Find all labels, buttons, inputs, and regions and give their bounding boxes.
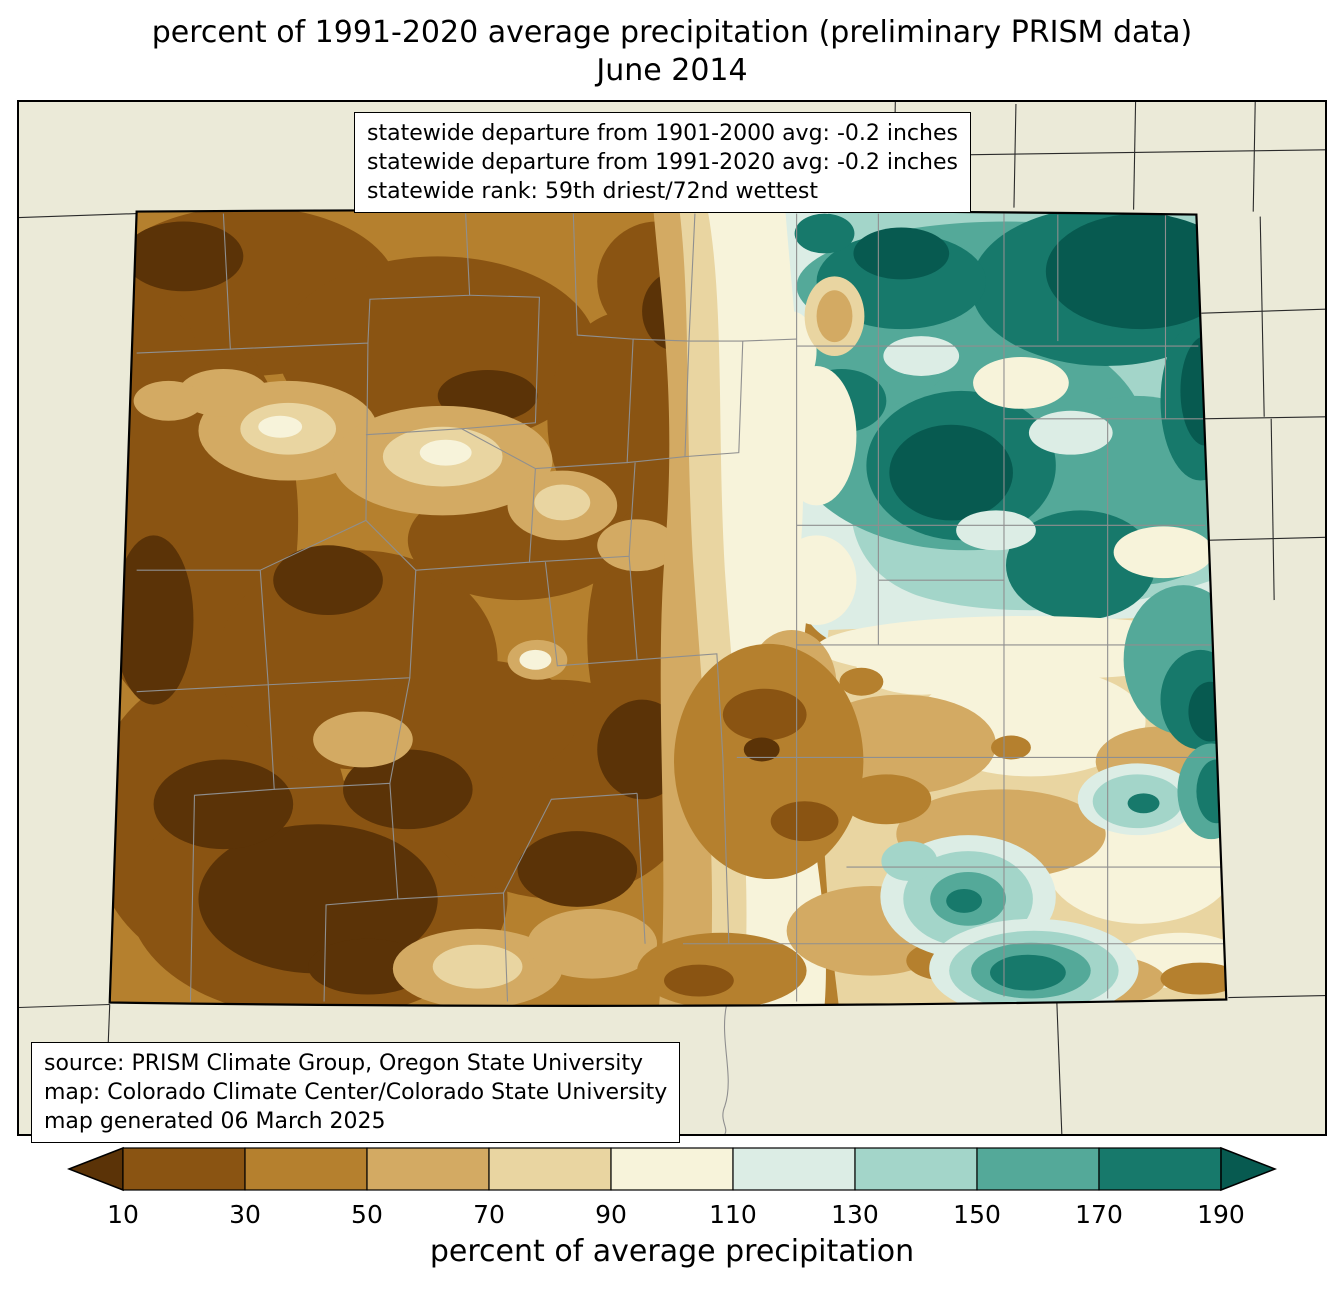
colorbar-tick: 170: [1075, 1200, 1123, 1229]
map-generated-line: map generated 06 March 2025: [44, 1109, 386, 1134]
colorbar-tick: 90: [595, 1200, 627, 1229]
colorado-precipitation-map: [19, 102, 1325, 1134]
colorbar-ticks: 10 30 50 70 90 110 130 150 170 190: [67, 1196, 1277, 1229]
stats-departure-1901: statewide departure from 1901-2000 avg: …: [367, 121, 958, 146]
colorbar-tick: 10: [107, 1200, 139, 1229]
colorbar-axis-label: percent of average precipitation: [429, 1234, 915, 1269]
colorbar-tick: 150: [953, 1200, 1001, 1229]
stats-departure-1991: statewide departure from 1991-2020 avg: …: [367, 150, 958, 175]
se-dark-spot: [770, 801, 839, 842]
colorbar: 10 30 50 70 90 110 130 150 170 190 perce…: [66, 1146, 1278, 1269]
bottom-center-dark: [664, 964, 734, 997]
map-frame: statewide departure from 1901-2000 avg: …: [17, 100, 1327, 1143]
colorbar-tick: 70: [473, 1200, 505, 1229]
se-dark-spot: [722, 688, 807, 741]
page-title: percent of 1991-2020 average precipitati…: [0, 14, 1344, 90]
map-credit-line: map: Colorado Climate Center/Colorado St…: [44, 1080, 668, 1105]
se-brown-bulge: [673, 643, 864, 879]
colorbar-tick: 30: [229, 1200, 261, 1229]
statewide-stats-box: statewide departure from 1901-2000 avg: …: [354, 112, 971, 213]
ne-tan-spot-inner: [816, 290, 853, 343]
se-darkest-spot: [743, 737, 780, 762]
colorbar-tick: 110: [709, 1200, 757, 1229]
colorbar-scale: [66, 1146, 1278, 1192]
title-line-2: June 2014: [596, 53, 748, 88]
colorbar-tick: 50: [351, 1200, 383, 1229]
title-line-1: percent of 1991-2020 average precipitati…: [151, 15, 1193, 50]
colorbar-cells: [122, 1147, 1222, 1191]
county-lines: [136, 213, 1225, 1002]
precip-contours: [109, 210, 1227, 1006]
contour-bin-90-110-west-spots: [258, 415, 552, 670]
source-line: source: PRISM Climate Group, Oregon Stat…: [44, 1051, 644, 1076]
source-box: source: PRISM Climate Group, Oregon Stat…: [31, 1042, 681, 1143]
stats-rank: statewide rank: 59th driest/72nd wettest: [367, 179, 818, 204]
colorbar-tick: 190: [1197, 1200, 1245, 1229]
contour-bin-under-10: [113, 221, 712, 995]
colorbar-over-arrow: [1220, 1146, 1278, 1192]
colorbar-tick: 130: [831, 1200, 879, 1229]
colorbar-under-arrow: [66, 1146, 124, 1192]
